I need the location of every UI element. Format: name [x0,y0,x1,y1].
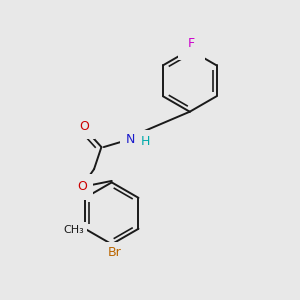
Text: N: N [126,133,136,146]
Text: CH₃: CH₃ [63,225,84,235]
Text: F: F [188,37,195,50]
Text: O: O [77,180,87,193]
Text: H: H [140,135,150,148]
Text: Br: Br [108,246,122,259]
Text: O: O [79,120,89,133]
